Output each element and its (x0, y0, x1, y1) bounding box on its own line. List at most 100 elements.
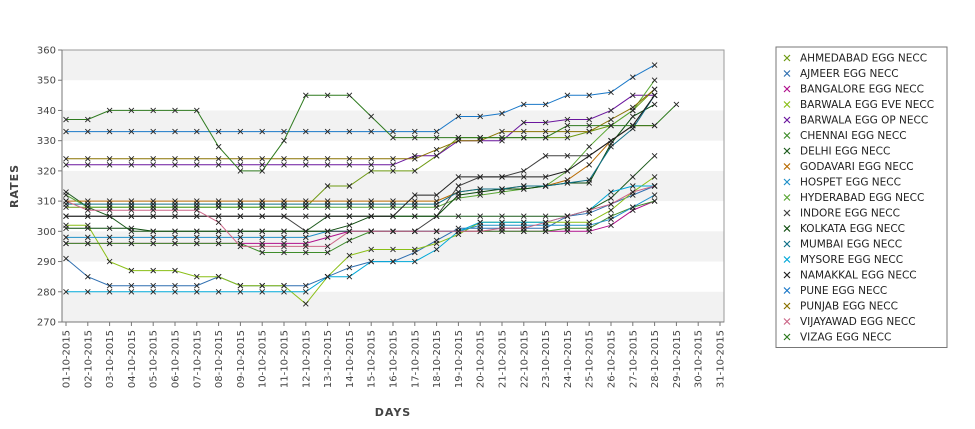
data-point-chennai-egg-necc (542, 228, 549, 235)
data-point-mumbai-egg-necc (150, 201, 157, 207)
y-tick-label: 340 (37, 106, 56, 117)
data-point-vizag-egg-necc (433, 134, 440, 141)
data-point-mumbai-egg-necc (302, 201, 309, 207)
data-point-vijayawad-egg-necc (477, 228, 484, 235)
data-point-namakkal-egg-necc (346, 213, 353, 220)
data-point-barwala-egg-op-necc (368, 162, 375, 168)
data-point-ajmeer-egg-necc (302, 282, 309, 289)
legend-marker (783, 287, 791, 294)
data-point-hospet-egg-necc (302, 234, 309, 241)
data-point-bangalore-egg-necc (608, 222, 614, 229)
data-point-chennai-egg-necc (651, 198, 658, 204)
data-point-kolkata-egg-necc (215, 228, 222, 235)
data-point-indore-egg-necc (455, 183, 462, 189)
data-point-ahmedabad-egg-necc (368, 168, 375, 174)
data-point-hospet-egg-necc (237, 234, 244, 241)
legend-label: PUNE EGG NECC (800, 285, 887, 297)
data-point-kolkata-egg-necc (106, 225, 113, 232)
data-point-pune-egg-necc (455, 113, 462, 120)
data-point-vijayawad-egg-necc (237, 243, 244, 250)
x-tick-label: 22-10-2015 (519, 330, 530, 388)
data-point-mumbai-egg-necc (455, 189, 462, 195)
data-point-barwala-egg-eve-necc (259, 282, 266, 289)
data-point-barwala-egg-op-necc (150, 162, 157, 168)
x-tick-label: 05-10-2015 (149, 330, 160, 388)
data-point-punjab-egg-necc (215, 155, 222, 162)
data-point-barwala-egg-eve-necc (411, 246, 418, 253)
data-point-punjab-egg-necc (520, 128, 527, 135)
data-point-hospet-egg-necc (150, 234, 157, 241)
data-point-namakkal-egg-necc (302, 213, 309, 220)
data-point-vijayawad-egg-necc (499, 225, 505, 232)
data-point-vijayawad-egg-necc (84, 207, 91, 213)
series-line-namakkal-egg-necc (66, 95, 656, 217)
data-point-mysore-egg-necc (106, 288, 113, 295)
legend-label: MUMBAI EGG NECC (800, 239, 902, 251)
data-point-namakkal-egg-necc (237, 213, 244, 220)
data-point-pune-egg-necc (586, 92, 593, 99)
data-point-punjab-egg-necc (63, 155, 69, 162)
data-point-hospet-egg-necc (215, 234, 222, 241)
data-point-barwala-egg-op-necc (520, 119, 527, 126)
data-point-mysore-egg-necc (302, 288, 309, 295)
data-point-barwala-egg-op-necc (237, 162, 244, 168)
data-point-mysore-egg-necc (63, 288, 69, 295)
data-point-mumbai-egg-necc (215, 201, 222, 207)
data-point-mumbai-egg-necc (564, 180, 571, 186)
x-axis-title: DAYS (375, 406, 411, 419)
y-tick-label: 330 (37, 136, 56, 147)
data-point-pune-egg-necc (499, 110, 505, 117)
data-point-vizag-egg-necc (324, 92, 331, 99)
data-point-pune-egg-necc (150, 128, 157, 135)
data-point-mumbai-egg-necc (106, 201, 113, 207)
data-point-vizag-egg-necc (390, 134, 396, 141)
data-point-pune-egg-necc (106, 128, 113, 135)
data-point-vizag-egg-necc (128, 107, 135, 114)
data-point-vizag-egg-necc (63, 116, 69, 123)
data-point-kolkata-egg-necc (281, 228, 287, 235)
data-point-pune-egg-necc (281, 128, 287, 135)
data-point-namakkal-egg-necc (259, 213, 266, 220)
data-point-hyderabad-egg-necc (651, 77, 658, 84)
data-point-barwala-egg-op-necc (63, 162, 69, 168)
data-point-punjab-egg-necc (84, 155, 91, 162)
data-point-namakkal-egg-necc (215, 213, 222, 220)
data-point-chennai-egg-necc (302, 249, 309, 256)
data-point-vizag-egg-necc (608, 122, 614, 129)
data-point-delhi-egg-necc (651, 152, 658, 159)
grid-band (62, 291, 724, 322)
data-point-pune-egg-necc (215, 128, 222, 135)
data-point-pune-egg-necc (172, 128, 178, 135)
data-point-kolkata-egg-necc (237, 228, 244, 235)
data-point-barwala-egg-op-necc (215, 162, 222, 168)
data-point-ajmeer-egg-necc (150, 282, 157, 289)
data-point-vijayawad-egg-necc (346, 228, 353, 235)
data-point-ajmeer-egg-necc (63, 255, 69, 262)
data-point-vijayawad-egg-necc (259, 243, 266, 250)
data-point-pune-egg-necc (128, 128, 135, 135)
data-point-namakkal-egg-necc (651, 92, 658, 99)
data-point-vijayawad-egg-necc (193, 207, 200, 213)
data-point-pune-egg-necc (302, 128, 309, 135)
data-point-kolkata-egg-necc (433, 213, 440, 220)
legend-marker (783, 85, 791, 93)
data-point-mumbai-egg-necc (324, 201, 331, 207)
data-point-kolkata-egg-necc (128, 225, 135, 232)
x-axis: 01-10-2015 02-10-2015 03-10-2015 04-10-2015… (62, 321, 727, 388)
data-point-ahmedabad-egg-necc (324, 183, 331, 189)
data-point-chennai-egg-necc (281, 249, 287, 256)
data-point-delhi-egg-necc (455, 213, 462, 220)
data-point-vizag-egg-necc (106, 107, 113, 114)
data-point-vijayawad-egg-necc (411, 228, 418, 235)
data-point-hospet-egg-necc (84, 234, 91, 241)
data-point-chennai-egg-necc (324, 249, 331, 256)
data-point-barwala-egg-eve-necc (368, 246, 375, 253)
data-point-hospet-egg-necc (281, 234, 287, 241)
y-axis-title: RATES (8, 164, 21, 208)
series-lines (65, 64, 677, 305)
data-point-mysore-egg-necc (629, 183, 636, 189)
data-point-mumbai-egg-necc (193, 201, 200, 207)
x-tick-label: 26-10-2015 (607, 330, 618, 388)
y-tick-label: 360 (37, 46, 56, 57)
x-tick-label: 06-10-2015 (171, 330, 182, 388)
